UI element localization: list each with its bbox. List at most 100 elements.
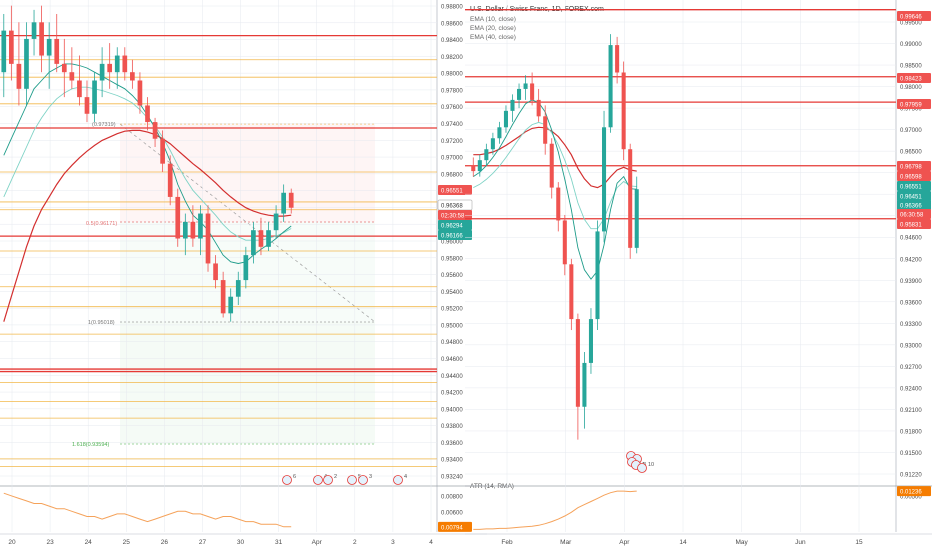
price-badge-text: 0.96294 [441, 224, 463, 230]
event-count: 10 [648, 462, 654, 468]
price-badge-text: 0.96366 [900, 204, 922, 210]
price-axis-label: 0.97600 [441, 105, 463, 111]
candle-body [228, 296, 234, 314]
time-axis-label: Apr [312, 539, 323, 546]
price-badge [438, 185, 472, 195]
atr-axis-label: 0.00600 [441, 511, 463, 517]
ema-10-line [473, 99, 637, 280]
candle-body [24, 38, 29, 89]
candle-body [530, 83, 535, 100]
event-count: 6 [293, 474, 296, 480]
candle-body [602, 127, 607, 232]
candle-body [114, 55, 120, 73]
right-chart-panel[interactable]: U.S. Dollar / Swiss Franc, 1D, FOREX.com… [465, 0, 932, 546]
candle-body [198, 213, 203, 239]
candle-body [258, 230, 264, 247]
event-count: 2 [334, 474, 337, 480]
price-badge-text: 02:30:58 [441, 214, 465, 220]
candle-body [190, 221, 196, 239]
price-badge-text: 0.98423 [900, 77, 922, 83]
candle-body [84, 97, 90, 114]
candle-body [99, 63, 105, 81]
price-axis-label: 0.97000 [900, 128, 922, 134]
event-flag-icon [347, 475, 357, 485]
candle-body [31, 22, 37, 39]
price-axis-label: 0.94000 [441, 407, 463, 413]
candle-body [517, 88, 522, 100]
candle-body [471, 165, 476, 172]
price-axis-label: 0.98800 [441, 5, 463, 11]
time-axis-label: Feb [501, 539, 513, 546]
price-axis-label: 0.93900 [900, 279, 922, 285]
price-badge [897, 171, 931, 181]
fib-label-05: 0.5(0.96171) [86, 221, 117, 227]
time-axis-label: 27 [199, 539, 207, 546]
candle-body [160, 138, 165, 164]
candle-body [595, 231, 600, 320]
price-badge-text: 0.96166 [441, 234, 463, 240]
candle-body [16, 63, 22, 89]
price-axis-label: 0.97000 [441, 156, 463, 162]
price-badge-text: 0.96551 [441, 189, 463, 195]
price-axis-label: 0.92700 [900, 365, 922, 371]
price-badge [438, 210, 472, 220]
candle-body [266, 230, 271, 247]
price-badge [438, 220, 472, 230]
candle-body [562, 220, 567, 265]
fib-label-1618: 1.618(0.93594) [72, 442, 109, 448]
candle-body [497, 127, 502, 139]
time-axis-label: 20 [8, 539, 16, 546]
price-axis-label: 0.91500 [900, 451, 922, 457]
candle-body [615, 45, 620, 73]
price-axis-label: 0.99000 [900, 42, 922, 48]
time-axis-label: 23 [46, 539, 54, 546]
candle-body [490, 138, 495, 150]
candle-body [273, 213, 279, 231]
atr-value-text: 0.01236 [900, 490, 922, 496]
candle-body [107, 63, 113, 73]
candle-body [182, 221, 188, 239]
candle-body [39, 22, 44, 56]
candle-body [92, 80, 97, 114]
price-axis-label: 0.95400 [441, 290, 463, 296]
candle-body [145, 105, 150, 123]
price-axis-label: 0.98600 [441, 21, 463, 27]
fib-zone-lower [120, 322, 375, 444]
price-badge-text: 0.99646 [900, 15, 922, 21]
time-axis-label: 25 [123, 539, 131, 546]
time-axis-label: 30 [237, 539, 245, 546]
candle-body [588, 319, 593, 363]
price-axis-label: 0.95000 [441, 323, 463, 329]
event-count: 3 [369, 474, 372, 480]
left-chart-panel[interactable]: 0.98800 0.98600 0.98400 0.98200 0.98000 0.978… [0, 0, 487, 546]
price-badge [897, 219, 931, 229]
price-badge-text: 0.96798 [900, 165, 922, 171]
ema-40-line [473, 126, 637, 189]
price-axis-label: 0.93000 [900, 343, 922, 349]
price-badge-text: 0.96451 [900, 195, 922, 201]
candle-body [634, 189, 639, 248]
legend-ema-40: EMA (40, close) [470, 34, 516, 41]
price-badge [438, 230, 472, 240]
price-axis-label: 0.93240 [441, 475, 463, 481]
price-axis-label: 0.95200 [441, 307, 463, 313]
time-axis-label: 3 [391, 539, 395, 546]
candle-body [220, 280, 226, 314]
price-badge-text: 06:30:58 [900, 213, 924, 219]
candle-body [288, 192, 294, 208]
candle-body [536, 99, 541, 117]
price-axis-label: 0.94400 [441, 374, 463, 380]
time-axis-label: 15 [855, 539, 863, 546]
price-axis-label: 0.97800 [441, 88, 463, 94]
candle-body [9, 30, 14, 64]
price-axis-label: 0.97500 [900, 107, 922, 113]
candle-body [608, 45, 613, 128]
atr-value-text: 0.00794 [441, 525, 463, 531]
price-badge-text: 0.97959 [900, 103, 922, 109]
candle-body [523, 83, 528, 89]
price-axis-label: 0.96800 [441, 172, 463, 178]
fib-label-0: (0.97319) [92, 122, 116, 128]
atr-title: ATR (14, RMA) [470, 483, 514, 490]
candle-body [137, 80, 143, 106]
